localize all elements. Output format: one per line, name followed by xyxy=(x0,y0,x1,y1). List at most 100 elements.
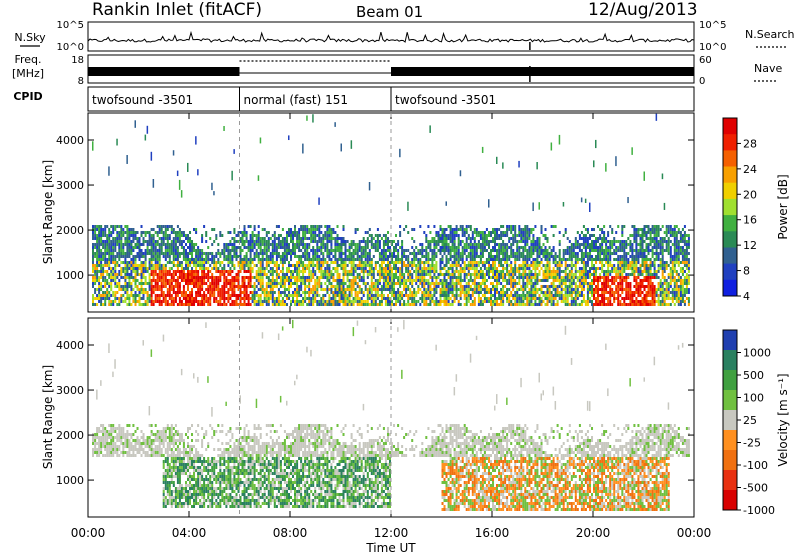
echo-cell xyxy=(259,252,262,255)
echo-cell xyxy=(257,231,260,234)
echo-cell xyxy=(92,294,95,297)
echo-cell xyxy=(158,294,161,297)
echo-cell xyxy=(152,270,155,273)
echo-cell xyxy=(290,237,293,240)
echo-cell xyxy=(146,246,149,249)
echo-cell xyxy=(241,264,244,267)
echo-cell xyxy=(498,237,501,240)
echo-cell xyxy=(435,291,438,294)
echo-cell xyxy=(277,264,280,267)
echo-cell xyxy=(552,279,555,282)
echo-cell xyxy=(384,240,387,243)
echo-cell xyxy=(102,234,105,237)
echo-cell xyxy=(593,303,596,306)
echo-cell xyxy=(114,300,117,303)
echo-cell xyxy=(314,291,317,294)
echo-cell xyxy=(435,264,438,267)
echo-cell xyxy=(114,240,117,243)
echo-cell xyxy=(314,288,317,291)
echo-cell xyxy=(534,267,537,270)
echo-cell xyxy=(261,267,264,270)
echo-cell xyxy=(384,270,387,273)
echo-cell xyxy=(162,267,165,270)
echo-cell xyxy=(481,231,484,234)
freq-block xyxy=(88,67,240,76)
nsky-tick-top: 10^5 xyxy=(57,20,84,31)
echo-cell xyxy=(530,279,533,282)
echo-cell xyxy=(281,291,284,294)
echo-cell xyxy=(429,276,432,279)
echo-cell xyxy=(261,252,264,255)
echo-cell xyxy=(360,267,363,270)
echo-cell xyxy=(421,297,424,300)
echo-cell xyxy=(352,300,355,303)
echo-cell xyxy=(296,267,299,270)
echo-cell xyxy=(520,255,523,258)
echo-cell xyxy=(330,246,333,249)
echo-cell xyxy=(249,240,252,243)
echo-cell xyxy=(174,297,177,300)
echo-cell xyxy=(320,246,323,249)
echo-cell xyxy=(603,297,606,300)
echo-cell xyxy=(397,240,400,243)
echo-cell xyxy=(320,264,323,267)
echo-cell xyxy=(584,237,587,240)
echo-cell xyxy=(473,237,476,240)
echo-cell xyxy=(221,270,224,273)
echo-cell xyxy=(336,294,339,297)
echo-cell xyxy=(356,297,359,300)
echo-cell xyxy=(298,279,301,282)
echo-cell xyxy=(286,240,289,243)
echo-cell xyxy=(259,294,262,297)
echo-cell xyxy=(178,264,181,267)
echo-cell xyxy=(453,252,456,255)
echo-cell xyxy=(112,255,115,258)
echo-cell xyxy=(292,291,295,294)
echo-cell xyxy=(328,294,331,297)
echo-cell xyxy=(150,234,153,237)
echo-cell xyxy=(306,264,309,267)
echo-cell xyxy=(197,282,200,285)
echo-cell xyxy=(350,258,353,261)
echo-cell xyxy=(514,294,517,297)
echo-cell xyxy=(550,252,553,255)
echo-cell xyxy=(564,231,567,234)
echo-cell xyxy=(467,237,470,240)
echo-cell xyxy=(342,288,345,291)
echo-cell xyxy=(522,249,525,252)
echo-cell xyxy=(330,303,333,306)
echo-cell xyxy=(342,285,345,288)
echo-cell xyxy=(286,279,289,282)
echo-cell xyxy=(94,252,97,255)
echo-cell xyxy=(294,234,297,237)
echo-cell xyxy=(447,297,450,300)
echo-cell xyxy=(138,255,141,258)
echo-cell xyxy=(536,279,539,282)
echo-cell xyxy=(185,255,188,258)
echo-cell xyxy=(142,231,145,234)
echo-cell xyxy=(298,261,301,264)
echo-cell xyxy=(98,294,101,297)
echo-cell xyxy=(514,273,517,276)
echo-cell xyxy=(516,300,519,303)
echo-cell xyxy=(185,303,188,306)
echo-cell xyxy=(233,264,236,267)
echo-cell xyxy=(300,261,303,264)
echo-cell xyxy=(110,246,113,249)
echo-cell xyxy=(589,246,592,249)
echo-cell xyxy=(253,228,256,231)
echo-cell xyxy=(92,255,95,258)
echo-cell xyxy=(160,270,163,273)
echo-cell xyxy=(570,273,573,276)
echo-cell xyxy=(504,258,507,261)
echo-cell xyxy=(241,240,244,243)
echo-cell xyxy=(538,303,541,306)
echo-cell xyxy=(510,279,513,282)
echo-cell xyxy=(580,291,583,294)
echo-cell xyxy=(532,291,535,294)
echo-cell xyxy=(534,297,537,300)
echo-cell xyxy=(389,276,392,279)
echo-cell xyxy=(322,255,325,258)
echo-cell xyxy=(528,252,531,255)
echo-cell xyxy=(494,264,497,267)
